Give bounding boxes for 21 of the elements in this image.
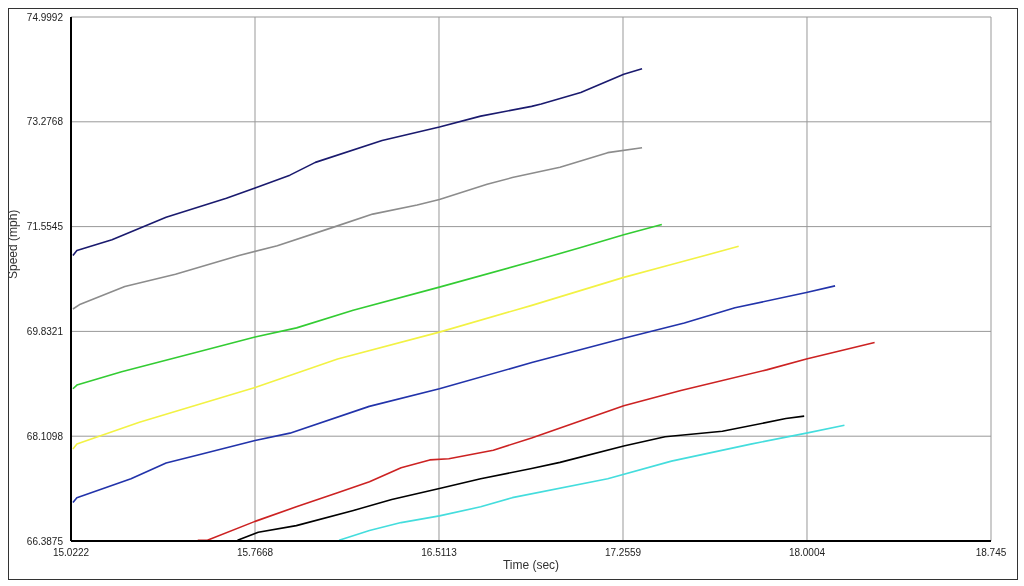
line-series [72,146,643,310]
x-axis-title: Time (sec) [502,558,560,572]
line-series [72,245,740,450]
y-tick-label: 68.1098 [26,430,64,442]
line-series [72,223,663,390]
line-series [72,285,836,504]
y-tick-label: 73.2768 [26,116,64,128]
line-series [196,341,876,541]
x-tick-label: 18.745 [975,547,1007,559]
x-tick-label: 17.2559 [604,547,642,559]
line-series [338,424,846,541]
y-tick-label: 69.8321 [26,325,64,337]
y-tick-label: 71.5545 [26,221,64,233]
y-axis-title: Speed (mph) [6,209,21,279]
x-tick-label: 15.0222 [52,547,90,559]
x-tick-label: 18.0004 [788,547,826,559]
y-tick-label: 74.9992 [26,11,64,23]
line-series [72,67,643,257]
x-tick-label: 15.7668 [236,547,274,559]
y-tick-label: 66.3875 [26,535,64,547]
x-tick-label: 16.5113 [421,547,458,559]
